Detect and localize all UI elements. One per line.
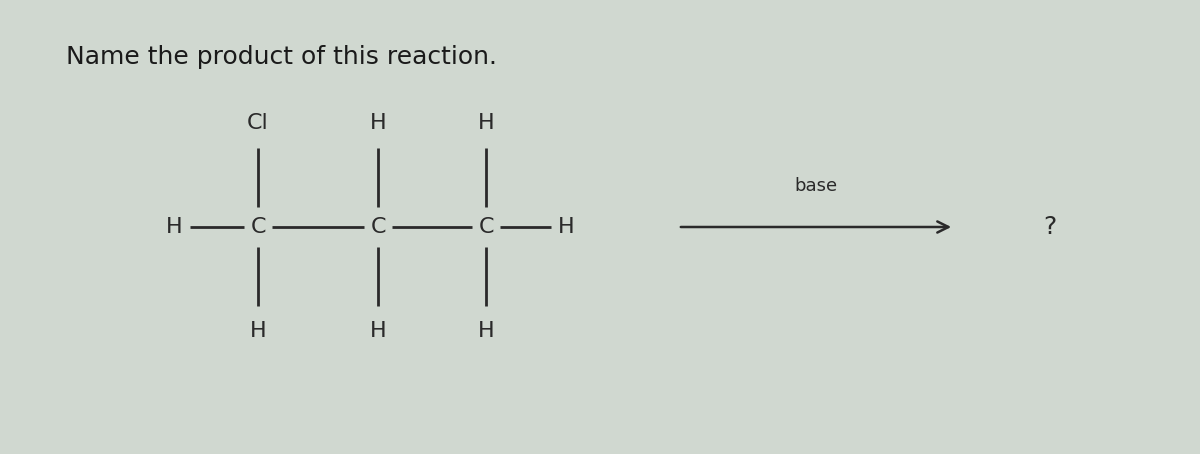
Text: H: H <box>250 321 266 341</box>
Text: H: H <box>370 113 386 133</box>
Text: H: H <box>370 321 386 341</box>
Text: C: C <box>371 217 385 237</box>
Text: H: H <box>166 217 182 237</box>
Text: H: H <box>478 321 494 341</box>
Text: H: H <box>558 217 575 237</box>
Text: Name the product of this reaction.: Name the product of this reaction. <box>66 45 497 69</box>
Text: ?: ? <box>1043 215 1057 239</box>
Text: Cl: Cl <box>247 113 269 133</box>
Text: C: C <box>479 217 493 237</box>
Text: C: C <box>251 217 265 237</box>
Text: base: base <box>794 177 838 195</box>
Text: H: H <box>478 113 494 133</box>
